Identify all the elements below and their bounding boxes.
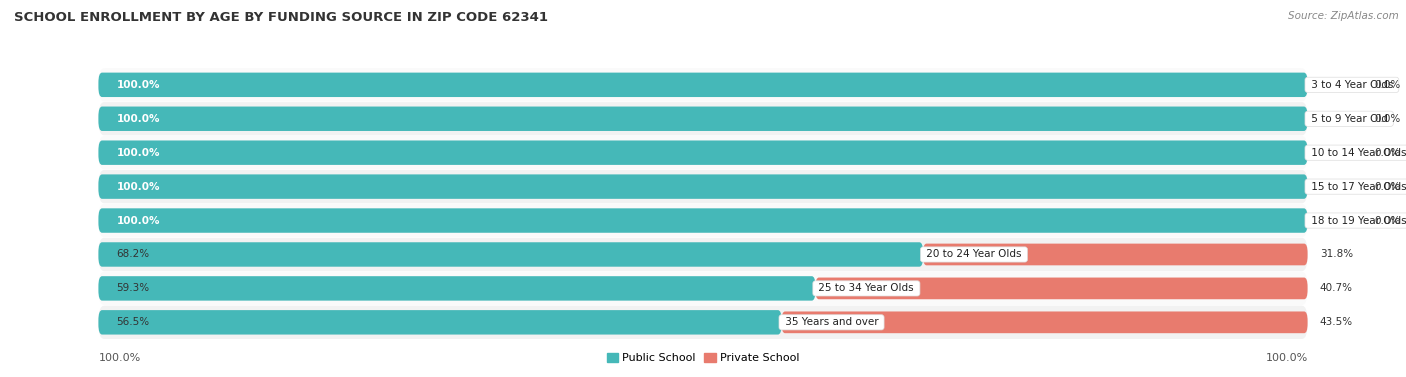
FancyBboxPatch shape bbox=[98, 272, 1308, 305]
Text: 68.2%: 68.2% bbox=[117, 250, 149, 259]
FancyBboxPatch shape bbox=[98, 208, 1308, 233]
FancyBboxPatch shape bbox=[98, 204, 1308, 237]
FancyBboxPatch shape bbox=[98, 175, 1308, 199]
Text: 40.7%: 40.7% bbox=[1320, 284, 1353, 293]
Text: 100.0%: 100.0% bbox=[117, 114, 160, 124]
FancyBboxPatch shape bbox=[815, 277, 1308, 299]
FancyBboxPatch shape bbox=[1308, 210, 1362, 231]
FancyBboxPatch shape bbox=[98, 276, 815, 300]
Text: 20 to 24 Year Olds: 20 to 24 Year Olds bbox=[924, 250, 1025, 259]
FancyBboxPatch shape bbox=[1308, 142, 1362, 164]
Text: 43.5%: 43.5% bbox=[1320, 317, 1353, 327]
Text: 0.0%: 0.0% bbox=[1374, 216, 1400, 225]
Text: 31.8%: 31.8% bbox=[1320, 250, 1353, 259]
Text: 35 Years and over: 35 Years and over bbox=[782, 317, 882, 327]
Text: 0.0%: 0.0% bbox=[1374, 148, 1400, 158]
FancyBboxPatch shape bbox=[98, 170, 1308, 203]
FancyBboxPatch shape bbox=[98, 73, 1308, 97]
Text: 10 to 14 Year Olds: 10 to 14 Year Olds bbox=[1308, 148, 1406, 158]
FancyBboxPatch shape bbox=[98, 242, 924, 267]
Text: Source: ZipAtlas.com: Source: ZipAtlas.com bbox=[1288, 11, 1399, 21]
FancyBboxPatch shape bbox=[98, 141, 1308, 165]
FancyBboxPatch shape bbox=[98, 102, 1308, 135]
Text: 100.0%: 100.0% bbox=[98, 353, 141, 363]
Text: 100.0%: 100.0% bbox=[117, 216, 160, 225]
Text: 25 to 34 Year Olds: 25 to 34 Year Olds bbox=[815, 284, 917, 293]
FancyBboxPatch shape bbox=[924, 244, 1308, 265]
FancyBboxPatch shape bbox=[98, 107, 1308, 131]
FancyBboxPatch shape bbox=[98, 238, 1308, 271]
FancyBboxPatch shape bbox=[98, 68, 1308, 101]
FancyBboxPatch shape bbox=[1308, 74, 1362, 96]
FancyBboxPatch shape bbox=[1308, 108, 1362, 130]
Text: 59.3%: 59.3% bbox=[117, 284, 149, 293]
Text: 100.0%: 100.0% bbox=[1265, 353, 1308, 363]
FancyBboxPatch shape bbox=[1308, 176, 1362, 198]
Text: 100.0%: 100.0% bbox=[117, 148, 160, 158]
Text: 0.0%: 0.0% bbox=[1374, 182, 1400, 192]
Text: 0.0%: 0.0% bbox=[1374, 80, 1400, 90]
FancyBboxPatch shape bbox=[98, 136, 1308, 169]
Text: SCHOOL ENROLLMENT BY AGE BY FUNDING SOURCE IN ZIP CODE 62341: SCHOOL ENROLLMENT BY AGE BY FUNDING SOUR… bbox=[14, 11, 548, 24]
Text: 5 to 9 Year Old: 5 to 9 Year Old bbox=[1308, 114, 1391, 124]
Text: 100.0%: 100.0% bbox=[117, 80, 160, 90]
Text: 100.0%: 100.0% bbox=[117, 182, 160, 192]
Text: 18 to 19 Year Olds: 18 to 19 Year Olds bbox=[1308, 216, 1406, 225]
Text: 0.0%: 0.0% bbox=[1374, 114, 1400, 124]
Text: 3 to 4 Year Olds: 3 to 4 Year Olds bbox=[1308, 80, 1396, 90]
Legend: Public School, Private School: Public School, Private School bbox=[602, 348, 804, 368]
FancyBboxPatch shape bbox=[782, 311, 1308, 333]
FancyBboxPatch shape bbox=[98, 306, 1308, 339]
Text: 56.5%: 56.5% bbox=[117, 317, 149, 327]
Text: 15 to 17 Year Olds: 15 to 17 Year Olds bbox=[1308, 182, 1406, 192]
FancyBboxPatch shape bbox=[98, 310, 782, 334]
